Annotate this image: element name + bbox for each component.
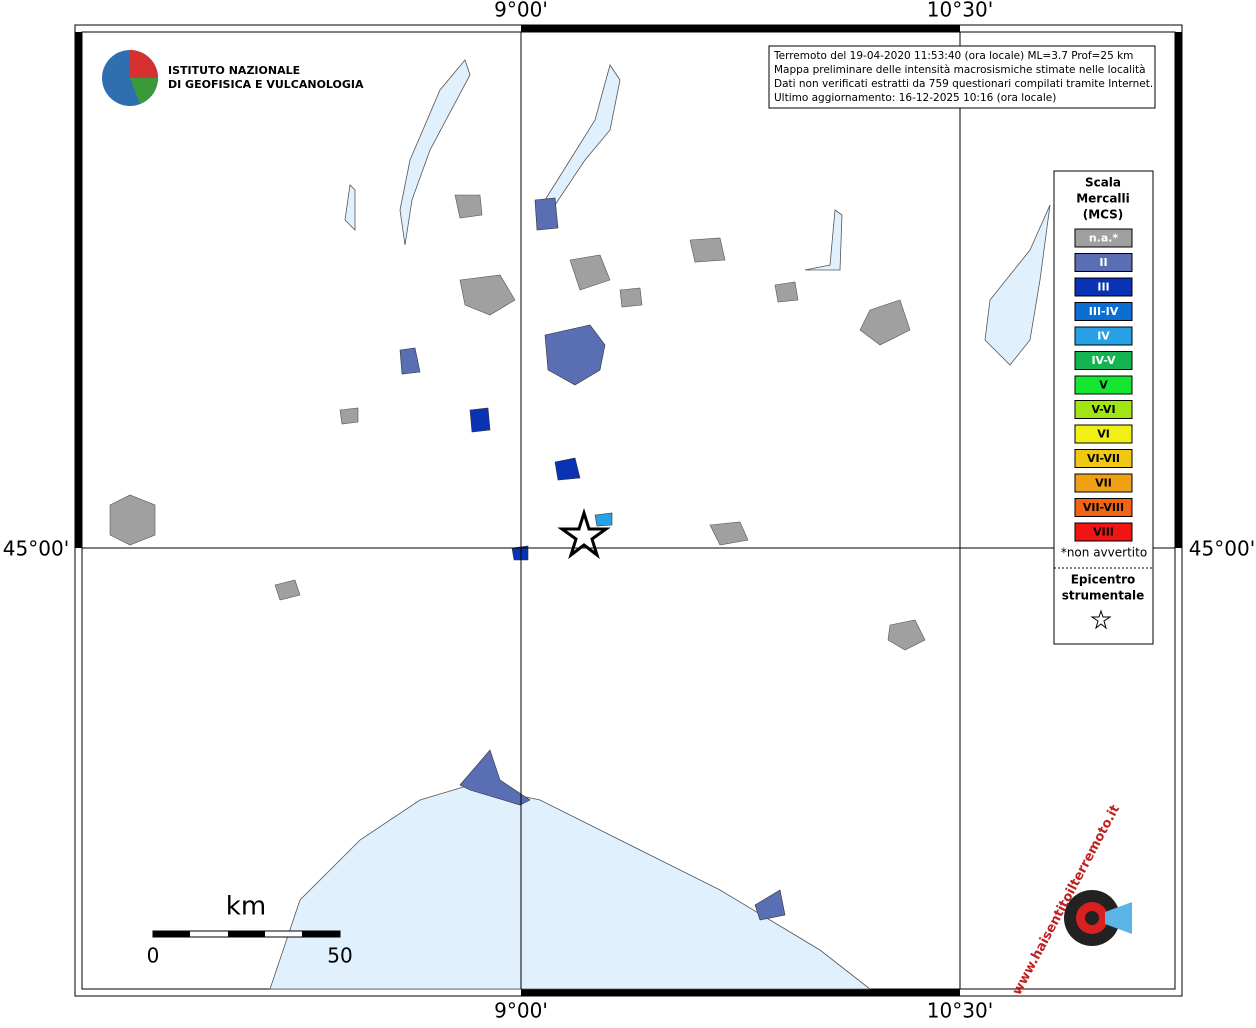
legend-label: III-IV — [1089, 305, 1119, 318]
scale-tick: 50 — [327, 944, 352, 968]
legend-label: II — [1099, 256, 1107, 269]
scale-tick: 0 — [147, 944, 160, 968]
legend-label: VII-VIII — [1083, 501, 1124, 514]
legend-swatch — [1074, 228, 1133, 248]
lon-label: 10°30' — [927, 0, 993, 22]
graticule — [82, 32, 1175, 989]
legend-label: VII — [1095, 477, 1112, 490]
info-line: Mappa preliminare delle intensità macros… — [774, 64, 1146, 76]
legend-content: ScalaMercalli(MCS)n.a.*IIIIIIII-IVIVIV-V… — [1061, 176, 1147, 603]
legend-swatch — [1074, 253, 1133, 272]
legend-swatch — [1074, 277, 1133, 297]
lon-label: 10°30' — [927, 999, 993, 1023]
frame — [74, 24, 1183, 997]
legend-swatch — [1074, 400, 1133, 419]
legend-label: VIII — [1093, 526, 1114, 539]
legend-label: V — [1099, 379, 1108, 392]
lat-label: 45°00' — [1189, 537, 1255, 561]
legend-epicenter: strumentale — [1062, 589, 1145, 603]
legend-swatch — [1074, 351, 1133, 370]
scale-bar — [152, 930, 341, 938]
logo-line: DI GEOFISICA E VULCANOLOGIA — [168, 78, 364, 91]
coord-labels: 9°00' 10°30' 9°00' 10°30' 45°00' 45°00' — [3, 0, 1255, 1023]
legend-label: VI — [1097, 428, 1110, 441]
ingv-globe-part — [130, 78, 158, 104]
legend-title: (MCS) — [1083, 208, 1124, 222]
ingv-globe-part — [130, 50, 158, 78]
logo-line: ISTITUTO NAZIONALE — [168, 64, 300, 77]
lon-label: 9°00' — [494, 0, 548, 22]
felt-areas — [399, 197, 786, 921]
legend-swatch — [1074, 302, 1133, 321]
legend-label: n.a.* — [1089, 232, 1119, 245]
legend-swatch — [1074, 424, 1133, 444]
legend-swatch — [1074, 326, 1133, 346]
legend-label: V-VI — [1091, 403, 1115, 416]
info-line: Ultimo aggiornamento: 16-12-2025 10:16 (… — [774, 92, 1056, 104]
info-line: Dati non verificati estratti da 759 ques… — [774, 78, 1153, 90]
scale-unit: km — [226, 892, 266, 922]
legend-swatch — [1074, 498, 1133, 517]
legend-title: Mercalli — [1076, 192, 1130, 206]
legend-swatch — [1074, 473, 1133, 493]
info-line: Terremoto del 19-04-2020 11:53:40 (ora l… — [773, 50, 1133, 62]
legend-label: III — [1097, 281, 1109, 294]
legend-label: VI-VII — [1087, 452, 1120, 465]
legend-swatch — [1074, 522, 1133, 542]
info-text: Terremoto del 19-04-2020 11:53:40 (ora l… — [773, 50, 1153, 104]
site-logo — [1085, 911, 1099, 925]
legend-swatch — [1074, 449, 1133, 468]
info-box — [768, 45, 1156, 109]
frame-border — [75, 25, 1182, 996]
epicenter-marker — [557, 507, 611, 560]
site-logo — [1105, 902, 1132, 934]
legend-star — [1090, 609, 1112, 630]
legend-label: IV — [1097, 330, 1110, 343]
legend-label: IV-V — [1091, 354, 1116, 367]
legend-epicenter: Epicentro — [1071, 573, 1136, 587]
legend-title: Scala — [1085, 176, 1121, 190]
lat-label: 45°00' — [3, 537, 69, 561]
lon-label: 9°00' — [494, 999, 548, 1023]
legend-note: *non avvertito — [1061, 546, 1147, 560]
sea — [269, 784, 872, 990]
legend-swatch — [1074, 375, 1133, 395]
towns — [109, 194, 926, 651]
